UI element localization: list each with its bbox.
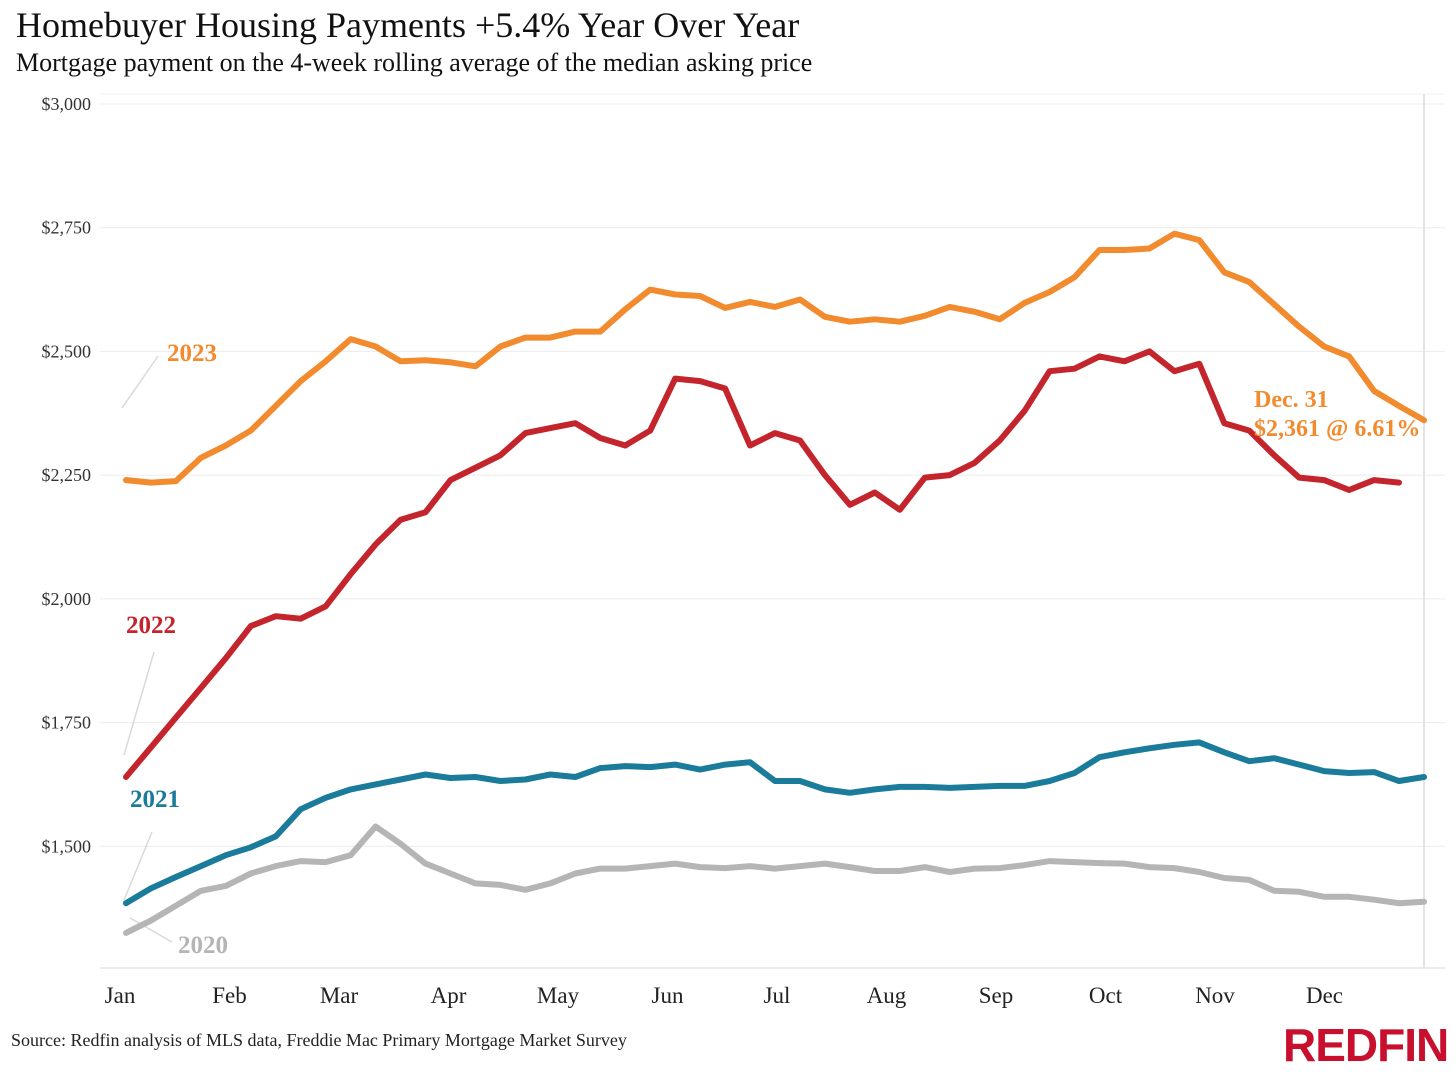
x-tick-label: Oct [1089,983,1123,1008]
label-2021: 2021 [130,786,180,813]
chart-subtitle: Mortgage payment on the 4-week rolling a… [16,48,813,77]
redfin-logo: REDFIN [1283,1019,1449,1071]
x-tick-label: Nov [1195,983,1235,1008]
x-tick-label: Aug [867,983,907,1008]
series-line-2022 [123,348,1402,780]
leader-2022 [123,651,155,756]
x-tick-label: Jul [764,983,791,1008]
y-axis-ticks: $1,500 $1,750 $2,000 $2,250 $2,500 $2,750 $3,0… [42,94,92,856]
series-line-2020 [123,823,1427,936]
label-leader-lines [121,355,173,943]
series-labels: 2023 2022 2021 2020 Dec. 31 $2,361 @ 6.6… [126,340,1420,959]
y-tick-label: $2,750 [42,218,92,238]
x-tick-label: Jan [105,983,136,1008]
x-tick-label: Mar [320,983,359,1008]
y-tick-label: $2,250 [42,465,92,485]
y-tick-label: $2,500 [42,341,92,361]
x-tick-label: Apr [431,983,467,1008]
x-tick-label: Dec [1306,983,1343,1008]
y-tick-label: $3,000 [42,94,92,114]
label-2020: 2020 [178,932,228,959]
end-annotation-date: Dec. 31 [1254,387,1329,413]
series-line-2023 [123,230,1427,486]
source-note: Source: Redfin analysis of MLS data, Fre… [11,1030,627,1050]
leader-2021 [123,831,153,901]
y-tick-label: $2,000 [42,589,92,609]
leader-2020 [129,917,173,943]
label-2023: 2023 [167,340,217,367]
leader-2023 [121,355,159,409]
series-lines [123,230,1427,936]
x-tick-label: May [537,983,580,1008]
series-line-2021 [123,739,1427,907]
x-tick-label: Feb [212,983,247,1008]
chart-title: Homebuyer Housing Payments +5.4% Year Ov… [16,5,800,45]
y-tick-label: $1,750 [42,713,92,733]
x-tick-label: Sep [979,983,1014,1008]
label-2022: 2022 [126,612,176,639]
end-annotation-value: $2,361 @ 6.61% [1254,416,1420,442]
x-tick-label: Jun [652,983,684,1008]
y-tick-label: $1,500 [42,836,92,856]
grid-lines [100,93,1445,847]
x-axis-ticks: Jan Feb Mar Apr May Jun Jul Aug Sep Oct Nov Dec [105,983,1343,1008]
